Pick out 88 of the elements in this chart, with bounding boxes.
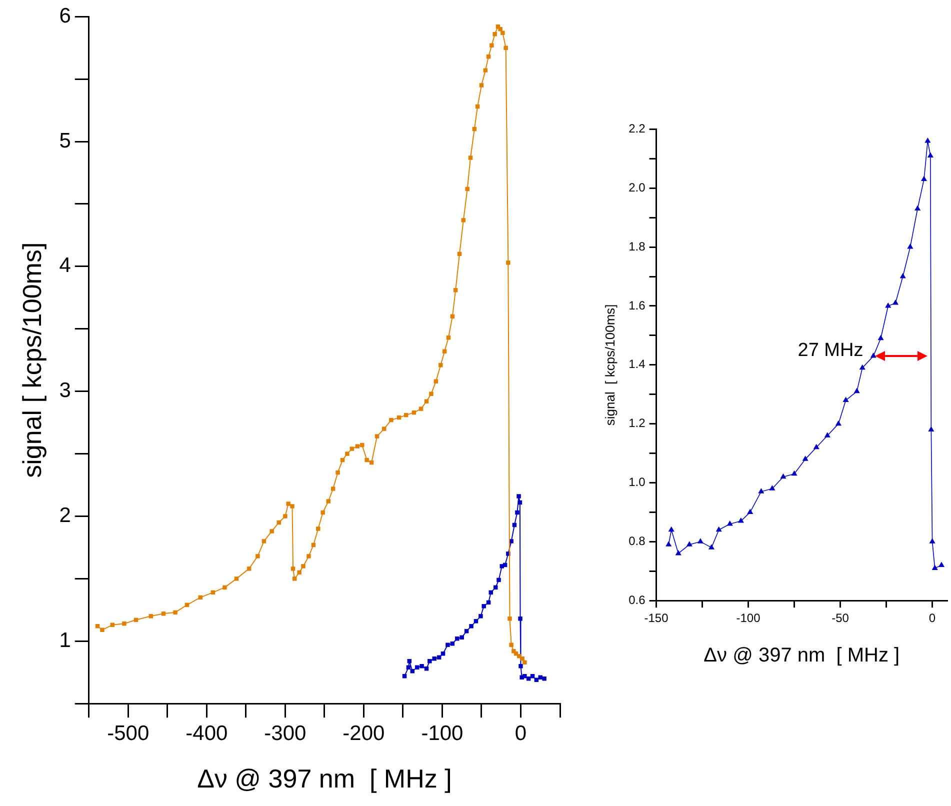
point <box>907 244 914 249</box>
x-tick-label: -200 <box>342 722 385 745</box>
point <box>780 473 786 479</box>
y-tick-label: 1.6 <box>628 298 646 312</box>
x-tick-label: -100 <box>736 611 761 626</box>
point <box>938 562 945 567</box>
y-tick-label: 0.6 <box>628 592 646 607</box>
point <box>802 456 808 461</box>
point <box>716 526 722 532</box>
point <box>932 564 938 570</box>
x-tick-label: -500 <box>107 722 150 745</box>
point <box>666 541 672 546</box>
point <box>496 578 501 582</box>
point <box>464 629 469 634</box>
point <box>769 485 776 490</box>
y-tick-label: 1.4 <box>628 357 646 372</box>
y-tick-label: 1.8 <box>628 239 646 254</box>
point <box>432 656 436 661</box>
point <box>542 676 546 681</box>
point <box>835 420 842 426</box>
point <box>450 642 455 646</box>
y-tick-label: 0.8 <box>628 534 646 548</box>
y-tick-label: 6 <box>59 4 71 28</box>
x-tick-label: -150 <box>644 611 669 626</box>
point <box>870 352 876 358</box>
y-axis-title: signal [ kcps/100ms] <box>16 242 47 478</box>
point <box>407 659 412 664</box>
point <box>482 604 486 608</box>
point <box>920 176 928 182</box>
point <box>668 526 674 532</box>
y-tick-label: 1.0 <box>628 475 646 490</box>
annotation: 27 MHz <box>798 340 864 361</box>
point <box>747 508 754 514</box>
point <box>708 544 715 550</box>
point <box>927 152 934 158</box>
point <box>854 388 860 394</box>
point <box>534 678 539 682</box>
point <box>726 520 733 526</box>
x-tick-label: -50 <box>832 611 850 626</box>
point <box>675 550 682 556</box>
point <box>518 616 522 621</box>
point <box>522 674 527 678</box>
y-tick-label: 3 <box>59 379 71 402</box>
point <box>878 334 884 340</box>
point <box>892 300 899 305</box>
y-tick-label: 2 <box>59 504 71 528</box>
point <box>455 636 460 641</box>
y-tick-label: 1 <box>59 628 71 652</box>
point <box>885 302 892 308</box>
point <box>900 273 906 278</box>
point <box>516 494 521 498</box>
point <box>928 426 934 432</box>
point <box>924 137 931 143</box>
point <box>859 364 866 370</box>
y-tick-label: 5 <box>59 129 71 152</box>
point <box>824 432 830 438</box>
point <box>686 541 692 546</box>
x-tick-label: 0 <box>928 611 936 626</box>
y-tick-label: 2.0 <box>628 180 646 194</box>
x-tick-label: -300 <box>264 722 306 745</box>
point <box>914 205 921 210</box>
y-tick-label: 1.2 <box>628 416 646 430</box>
x-axis-title: Δν @ 397 nm [ MHz ] <box>704 644 900 667</box>
x-axis-title: Δν @ 397 nm [ MHz ] <box>197 764 452 794</box>
x-tick-label: 0 <box>514 722 527 745</box>
point <box>929 538 936 544</box>
point <box>738 518 744 523</box>
point <box>460 635 464 640</box>
y-tick-label: 2.2 <box>628 122 646 136</box>
point <box>428 659 432 664</box>
point <box>515 510 520 515</box>
y-axis-title: signal [ kcps/100ms] <box>602 304 618 426</box>
point <box>469 624 474 628</box>
point <box>697 538 704 544</box>
point <box>420 664 424 668</box>
point <box>446 642 450 648</box>
point <box>474 619 478 624</box>
point <box>813 444 820 450</box>
point <box>538 675 542 680</box>
y-tick-label: 4 <box>59 254 72 278</box>
point <box>440 652 446 656</box>
x-tick-label: -400 <box>186 722 228 745</box>
point <box>478 614 483 618</box>
x-tick-label: -100 <box>421 722 464 745</box>
point <box>842 396 849 402</box>
point <box>758 488 764 494</box>
point <box>518 664 523 668</box>
point <box>791 470 798 476</box>
